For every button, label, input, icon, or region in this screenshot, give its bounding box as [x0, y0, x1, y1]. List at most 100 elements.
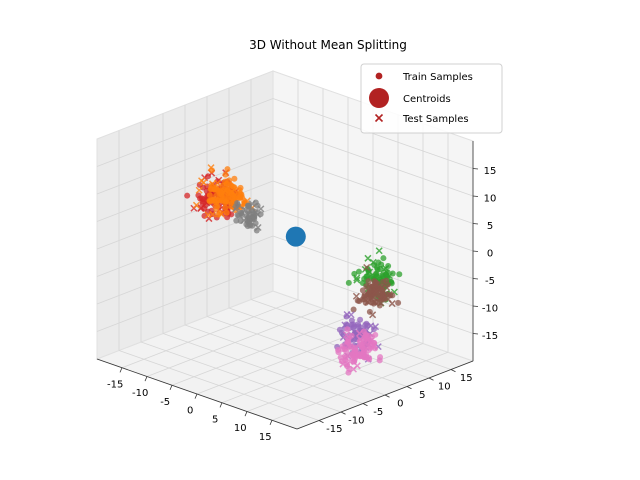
train-point: [344, 326, 351, 333]
y-tick-mark: [450, 369, 456, 373]
train-point: [376, 357, 383, 364]
z-tick-label: 15: [484, 166, 497, 177]
train-point: [359, 287, 366, 294]
train-point: [252, 220, 259, 227]
y-tick-mark: [340, 411, 346, 415]
test-point: [195, 186, 203, 194]
test-point: [232, 203, 241, 211]
train-point: [375, 259, 382, 266]
train-point: [348, 317, 355, 324]
train-point: [222, 171, 229, 178]
y-tick-label: 5: [419, 390, 425, 401]
z-tick-mark: [472, 250, 479, 252]
y-tick-label: -15: [326, 424, 342, 435]
test-point: [372, 287, 380, 295]
test-point: [257, 205, 265, 213]
z-tick-mark: [472, 278, 479, 280]
centroid-point: [285, 226, 306, 247]
train-point: [228, 211, 235, 218]
train-point: [355, 268, 362, 275]
y-tick-label: -10: [348, 416, 364, 427]
x-tick-mark: [219, 402, 223, 408]
test-point: [227, 188, 236, 196]
test-point: [240, 216, 248, 224]
train-point: [345, 279, 352, 286]
train-point: [213, 205, 220, 212]
legend-marker-test: [374, 113, 384, 123]
train-point: [365, 278, 372, 285]
train-point: [224, 166, 231, 173]
x-tick-mark: [244, 411, 248, 417]
train-point: [222, 204, 229, 211]
test-point: [373, 280, 381, 289]
z-tick-mark: [472, 333, 479, 335]
grid-line-z: [96, 125, 274, 195]
test-point: [371, 323, 380, 331]
train-point: [362, 321, 369, 328]
test-point: [365, 268, 374, 276]
test-point: [353, 274, 361, 282]
test-point: [208, 180, 217, 188]
train-point: [237, 184, 244, 191]
grid-line-y: [118, 350, 320, 421]
train-point: [231, 175, 238, 182]
train-point: [357, 341, 364, 348]
test-point: [244, 211, 252, 219]
test-point: [355, 329, 363, 337]
test-point: [339, 360, 347, 368]
z-tick-label: -10: [482, 304, 498, 315]
test-point: [346, 358, 354, 366]
grid-line-y: [184, 324, 386, 396]
legend-label-centroids: Centroids: [403, 94, 451, 105]
x-tick-label: 10: [234, 423, 247, 434]
test-point: [192, 201, 200, 209]
x-tick-label: -15: [107, 379, 123, 390]
chart-title: 3D Without Mean Splitting: [249, 38, 407, 52]
z-tick-mark: [472, 223, 479, 225]
legend-marker-centroids: [369, 88, 389, 108]
train-point: [372, 331, 379, 338]
test-point: [254, 223, 262, 232]
test-point: [352, 292, 360, 300]
test-point: [209, 210, 217, 218]
test-point: [207, 164, 215, 172]
z-tick-mark: [472, 195, 479, 197]
test-point: [380, 265, 388, 273]
test-point: [369, 258, 377, 266]
test-point: [385, 272, 394, 280]
axis-lines: -15 -10 -5 0 5 10 15 -15 -10 -5 0 5 10 15 -15 -10 -5 0 5 10…: [96, 141, 498, 443]
test-point: [370, 341, 378, 349]
train-point: [365, 354, 372, 361]
x-tick-mark: [194, 393, 198, 399]
test-point: [375, 247, 383, 255]
test-point: [343, 310, 351, 319]
train-point: [339, 343, 346, 350]
test-point: [245, 215, 253, 223]
test-point: [353, 362, 361, 370]
train-point: [357, 316, 364, 323]
test-point: [346, 342, 354, 351]
z-tick-mark: [472, 305, 479, 307]
grid-line-z: [96, 153, 274, 222]
x-tick-label: -10: [132, 388, 148, 399]
test-point: [364, 298, 372, 306]
legend-label-test: Test Samples: [402, 114, 469, 125]
train-point: [395, 299, 402, 306]
train-point: [350, 306, 357, 313]
test-point: [364, 254, 372, 262]
y-tick-mark: [384, 394, 390, 398]
test-point: [217, 210, 225, 218]
test-point: [248, 200, 256, 208]
y-tick-mark: [362, 403, 368, 407]
y-tick-label: 15: [460, 373, 473, 384]
x-tick-mark: [119, 367, 123, 373]
test-point: [228, 196, 236, 204]
train-point: [223, 209, 230, 216]
train-point: [233, 217, 240, 224]
train-point: [345, 369, 352, 376]
train-point: [228, 203, 235, 210]
y-tick-mark: [428, 377, 434, 381]
train-point: [222, 178, 229, 185]
train-point: [380, 255, 387, 262]
